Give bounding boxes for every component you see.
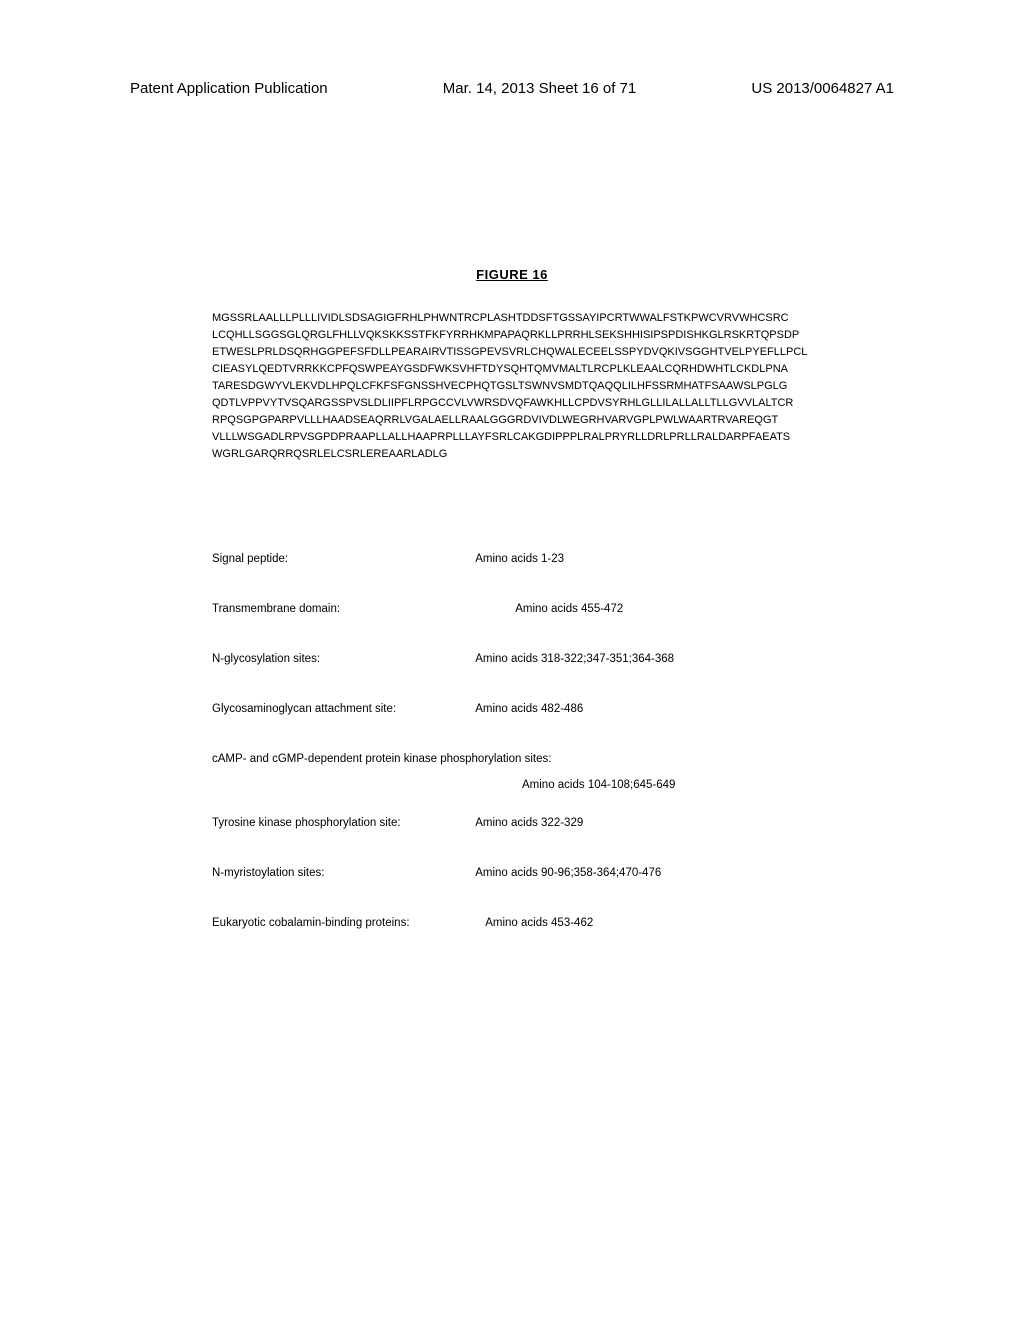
feature-value: Amino acids 90-96;358-364;470-476 bbox=[475, 867, 661, 879]
sequence-line: QDTLVPPVYTVSQARGSSPVSLDLIIPFLRPGCCVLVWRS… bbox=[212, 395, 812, 412]
sequence-line: CIEASYLQEDTVRRKKCPFQSWPEAYGSDFWKSVHFTDYS… bbox=[212, 361, 812, 378]
sequence-line: VLLLWSGADLRPVSGPDPRAAPLLALLHAAPRPLLLAYFS… bbox=[212, 429, 812, 446]
sequence-block: MGSSRLAALLLPLLLIVIDLSDSAGIGFRHLPHWNTRCPL… bbox=[212, 310, 812, 463]
feature-row-camp-cgmp: cAMP- and cGMP-dependent protein kinase … bbox=[212, 753, 812, 791]
feature-value: Amino acids 1-23 bbox=[475, 553, 564, 565]
feature-label: Tyrosine kinase phosphorylation site: bbox=[212, 817, 472, 829]
feature-value: Amino acids 453-462 bbox=[485, 917, 593, 929]
header-left: Patent Application Publication bbox=[130, 80, 328, 97]
sequence-line: MGSSRLAALLLPLLLIVIDLSDSAGIGFRHLPHWNTRCPL… bbox=[212, 310, 812, 327]
feature-row-n-myristoylation: N-myristoylation sites: Amino acids 90-9… bbox=[212, 867, 812, 879]
sequence-line: ETWESLPRLDSQRHGGPEFSFDLLPEARAIRVTISSGPEV… bbox=[212, 344, 812, 361]
feature-label: Glycosaminoglycan attachment site: bbox=[212, 703, 472, 715]
feature-label: N-glycosylation sites: bbox=[212, 653, 472, 665]
feature-value: Amino acids 482-486 bbox=[475, 703, 583, 715]
feature-row-eukaryotic-cobalamin: Eukaryotic cobalamin-binding proteins: A… bbox=[212, 917, 812, 929]
sequence-line: RPQSGPGPARPVLLLHAADSEAQRRLVGALAELLRAALGG… bbox=[212, 412, 812, 429]
feature-label: Eukaryotic cobalamin-binding proteins: bbox=[212, 917, 482, 929]
feature-label: Transmembrane domain: bbox=[212, 603, 472, 615]
feature-value: Amino acids 322-329 bbox=[475, 817, 583, 829]
feature-label: cAMP- and cGMP-dependent protein kinase … bbox=[212, 753, 551, 765]
page-header: Patent Application Publication Mar. 14, … bbox=[130, 80, 894, 97]
feature-row-transmembrane: Transmembrane domain: Amino acids 455-47… bbox=[212, 603, 812, 615]
header-right: US 2013/0064827 A1 bbox=[751, 80, 894, 97]
feature-row-glycosaminoglycan: Glycosaminoglycan attachment site: Amino… bbox=[212, 703, 812, 715]
feature-row-signal-peptide: Signal peptide: Amino acids 1-23 bbox=[212, 553, 812, 565]
feature-value: Amino acids 318-322;347-351;364-368 bbox=[475, 653, 674, 665]
feature-row-tyrosine-kinase: Tyrosine kinase phosphorylation site: Am… bbox=[212, 817, 812, 829]
sequence-line: LCQHLLSGGSGLQRGLFHLLVQKSKKSSTFKFYRRHKMPA… bbox=[212, 327, 812, 344]
feature-row-n-glycosylation: N-glycosylation sites: Amino acids 318-3… bbox=[212, 653, 812, 665]
feature-list: Signal peptide: Amino acids 1-23 Transme… bbox=[212, 553, 812, 929]
header-center: Mar. 14, 2013 Sheet 16 of 71 bbox=[443, 80, 636, 97]
figure-title: FIGURE 16 bbox=[130, 267, 894, 282]
feature-label: N-myristoylation sites: bbox=[212, 867, 472, 879]
sequence-line: WGRLGARQRRQSRLELCSRLEREAARLADLG bbox=[212, 446, 812, 463]
sequence-line: TARESDGWYVLEKVDLHPQLCFKFSFGNSSHVECPHQTGS… bbox=[212, 378, 812, 395]
page-container: Patent Application Publication Mar. 14, … bbox=[0, 0, 1024, 1320]
feature-value: Amino acids 104-108;645-649 bbox=[522, 779, 812, 791]
feature-label: Signal peptide: bbox=[212, 553, 472, 565]
feature-value: Amino acids 455-472 bbox=[515, 603, 623, 615]
